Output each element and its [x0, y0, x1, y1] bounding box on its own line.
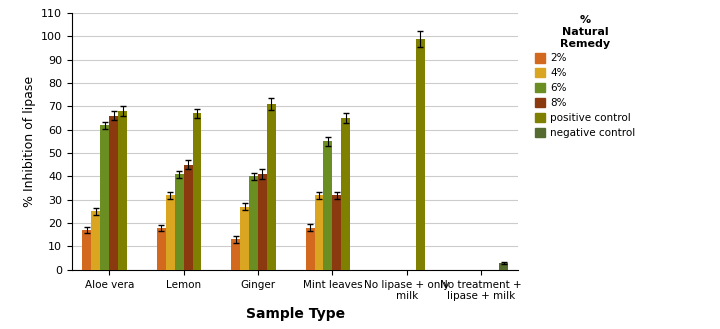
Bar: [184, 165, 192, 270]
Bar: [315, 195, 323, 270]
Bar: [157, 228, 166, 270]
Bar: [341, 118, 350, 270]
Bar: [333, 195, 341, 270]
Bar: [249, 176, 258, 270]
Bar: [175, 174, 184, 270]
Bar: [231, 240, 240, 270]
Bar: [305, 228, 315, 270]
Bar: [267, 104, 276, 270]
Bar: [100, 125, 109, 270]
Bar: [258, 174, 267, 270]
Bar: [166, 195, 175, 270]
Legend: 2%, 4%, 6%, 8%, positive control, negative control: 2%, 4%, 6%, 8%, positive control, negati…: [533, 13, 638, 140]
Bar: [82, 230, 91, 270]
Bar: [91, 212, 100, 270]
Bar: [323, 141, 333, 270]
Bar: [240, 207, 249, 270]
X-axis label: Sample Type: Sample Type: [246, 307, 345, 321]
Bar: [499, 263, 508, 270]
Bar: [109, 116, 118, 270]
Bar: [415, 39, 425, 270]
Bar: [192, 114, 202, 270]
Bar: [118, 111, 127, 270]
Y-axis label: % Inhibition of lipase: % Inhibition of lipase: [23, 76, 36, 207]
